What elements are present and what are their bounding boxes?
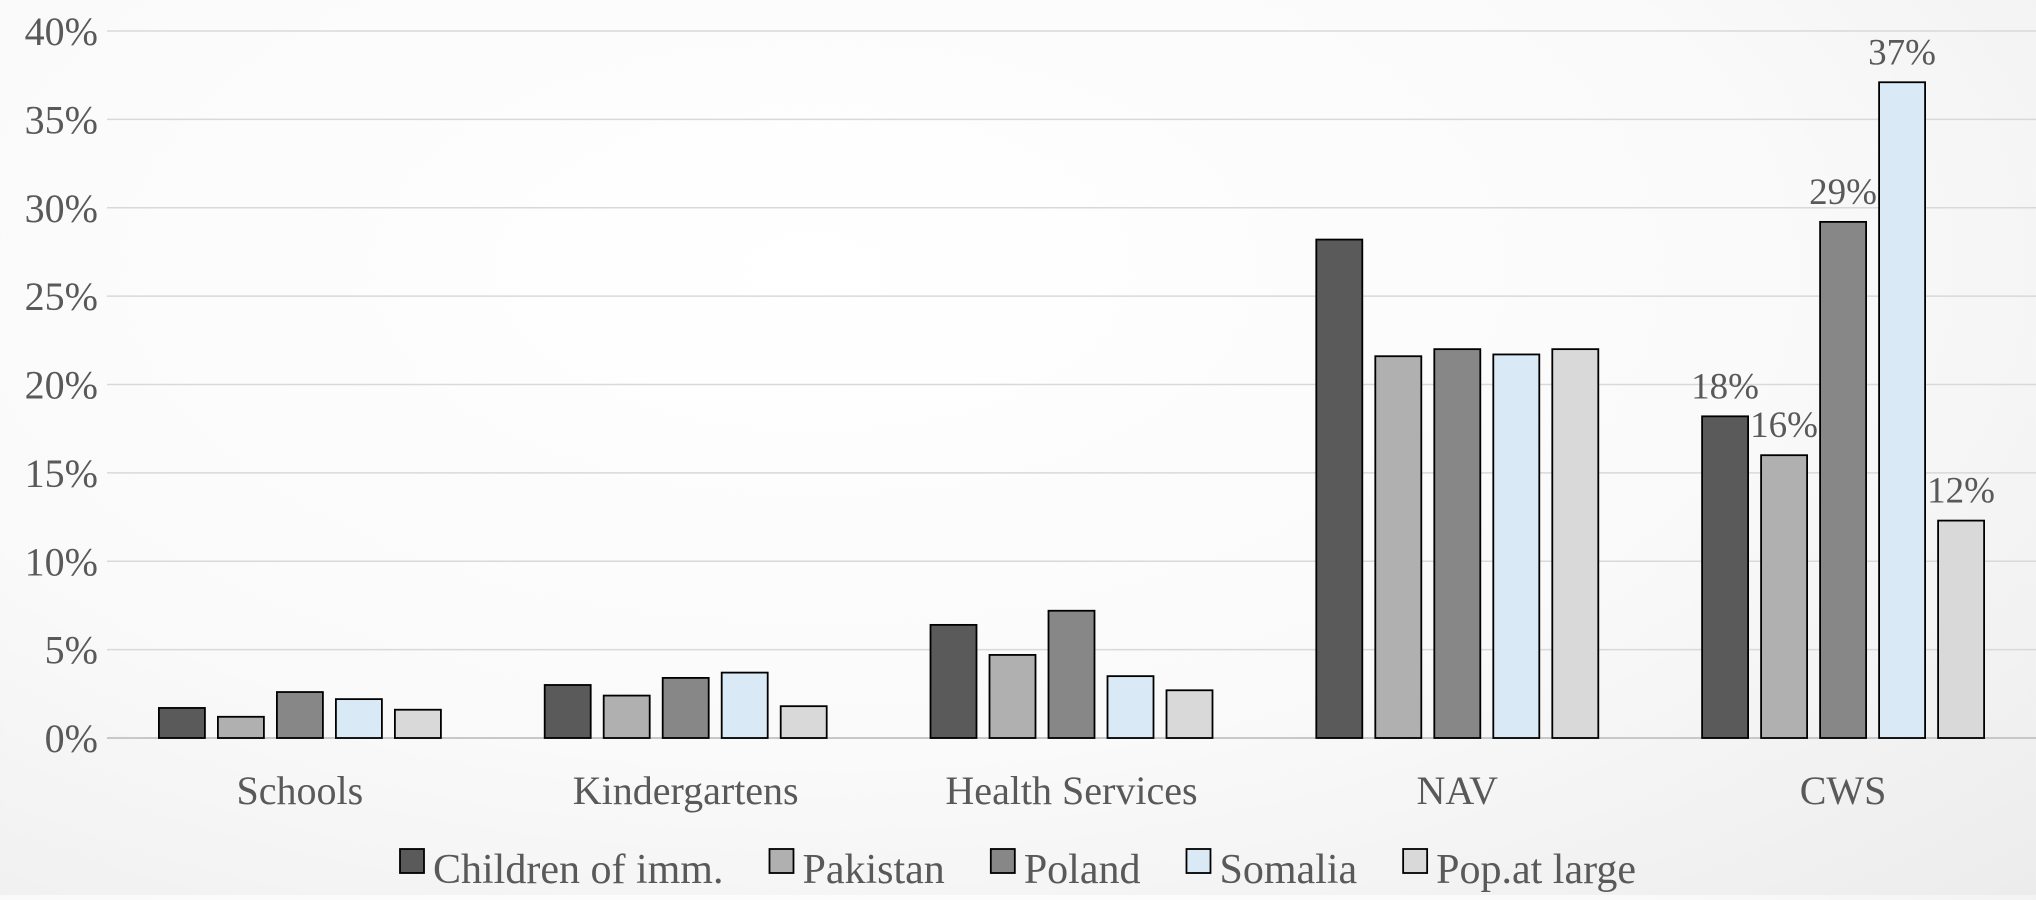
y-tick-label: 25% <box>25 274 98 319</box>
legend-swatch <box>399 848 425 874</box>
legend-label: Children of imm. <box>433 847 723 893</box>
bar-children-of-imm-kindergartens <box>543 684 592 739</box>
bar-pakistan-kindergartens <box>602 694 651 739</box>
legend: Children of imm. Pakistan Poland Somalia Pop… <box>399 847 1636 893</box>
bar-somalia-health-services <box>1106 675 1155 739</box>
data-label-pakistan-cws: 16% <box>1750 405 1818 446</box>
bar-poland-schools <box>275 691 324 739</box>
bar-poland-cws <box>1819 220 1867 739</box>
bar-children-of-imm-nav <box>1315 238 1364 739</box>
legend-swatch <box>768 848 795 874</box>
y-tick-label: 35% <box>25 97 98 142</box>
legend-swatch <box>1185 848 1212 874</box>
legend-label: Somalia <box>1219 847 1357 893</box>
bar-somalia-nav <box>1492 353 1541 739</box>
x-axis-ticks: Schools Kindergartens Health Services NAV CW… <box>237 768 1887 813</box>
bar-pakistan-schools <box>216 715 265 739</box>
legend-swatch <box>1402 848 1429 874</box>
data-label-children-of-imm-cws: 18% <box>1691 366 1759 407</box>
y-tick-label: 40% <box>25 9 98 54</box>
y-axis-ticks: 0% 5% 10% 15% 20% 25% 30% 35% 40% <box>25 9 98 761</box>
y-tick-label: 30% <box>25 186 98 231</box>
data-label-somalia-cws: 37% <box>1868 32 1936 73</box>
x-tick-label-cws: CWS <box>1800 768 1887 813</box>
bar-somalia-cws <box>1878 81 1926 739</box>
x-tick-label-health-services: Health Services <box>945 768 1197 813</box>
bar-children-of-imm-cws <box>1701 415 1749 739</box>
legend-label: Pakistan <box>802 847 944 893</box>
data-label-pop-at-large-cws: 12% <box>1927 471 1995 512</box>
y-tick-label: 5% <box>45 628 98 673</box>
legend-label: Pop.at large <box>1436 847 1636 893</box>
bar-pakistan-cws <box>1760 454 1808 739</box>
legend-item-poland: Poland <box>989 847 1141 893</box>
legend-item-pakistan: Pakistan <box>768 847 945 893</box>
bar-poland-kindergartens <box>661 677 710 739</box>
legend-item-pop-at-large: Pop.at large <box>1402 847 1636 893</box>
data-label-poland-cws: 29% <box>1809 172 1877 213</box>
bar-pop-at-large-cws <box>1937 519 1985 739</box>
bars <box>157 81 1985 739</box>
x-tick-label-nav: NAV <box>1417 768 1499 813</box>
x-tick-label-kindergartens: Kindergartens <box>573 768 799 813</box>
bar-children-of-imm-schools <box>157 707 206 739</box>
bar-somalia-kindergartens <box>720 671 769 739</box>
bar-pakistan-health-services <box>988 654 1037 739</box>
legend-swatch <box>989 848 1016 874</box>
y-tick-label: 0% <box>45 716 98 761</box>
y-tick-label: 20% <box>25 363 98 408</box>
data-labels: 18%16% 29% 37% 12% <box>1691 32 1995 511</box>
legend-label: Poland <box>1024 847 1141 893</box>
bar-somalia-schools <box>334 698 383 739</box>
y-tick-label: 10% <box>25 539 98 584</box>
legend-item-children-of-imm: Children of imm. <box>399 847 723 893</box>
legend-item-somalia: Somalia <box>1185 847 1357 893</box>
bar-poland-health-services <box>1047 609 1096 739</box>
bar-pop-at-large-nav <box>1551 348 1600 739</box>
bar-poland-nav <box>1433 348 1482 739</box>
bar-pakistan-nav <box>1374 355 1423 739</box>
x-tick-label-schools: Schools <box>237 768 364 813</box>
bar-pop-at-large-schools <box>393 708 442 739</box>
bar-pop-at-large-kindergartens <box>779 705 828 739</box>
bar-children-of-imm-health-services <box>929 623 978 739</box>
bar-pop-at-large-health-services <box>1165 689 1214 739</box>
y-tick-label: 15% <box>25 451 98 496</box>
